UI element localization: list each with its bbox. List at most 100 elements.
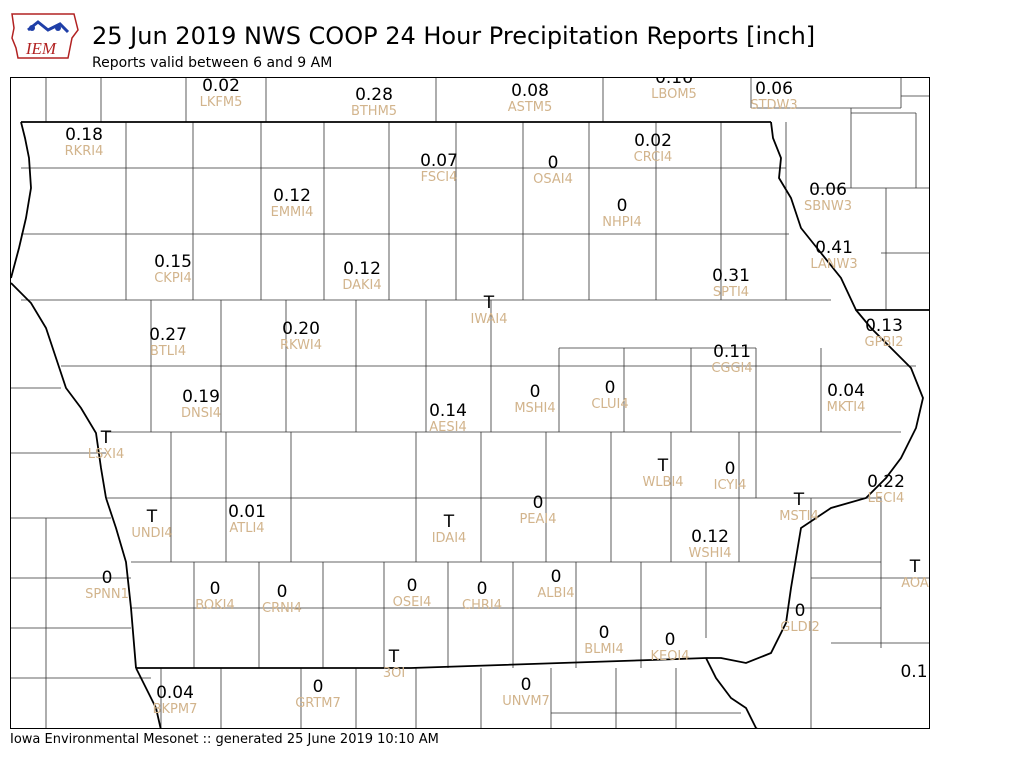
station-LANW3: 0.41 LANW3 bbox=[789, 238, 879, 272]
station-value: 0.1 bbox=[900, 662, 928, 682]
station-value: 0.13 bbox=[865, 316, 903, 336]
station-value: 0.02 bbox=[202, 77, 240, 96]
station-SBNW3: 0.06 SBNW3 bbox=[783, 180, 873, 214]
station-AESI4: 0.14 AESI4 bbox=[403, 403, 493, 435]
station-value: 0 bbox=[724, 459, 736, 479]
station-WLBI4: T WLBI4 bbox=[618, 456, 708, 490]
station-LSXI4: T LSXI4 bbox=[61, 428, 151, 462]
station-MSHI4: 0 MSHI4 bbox=[490, 382, 580, 416]
station-id: MSHI4 bbox=[514, 401, 556, 416]
station-IDAI4: T IDAI4 bbox=[404, 512, 494, 546]
station-value: 0 bbox=[550, 567, 562, 587]
station-value: 0 bbox=[547, 153, 559, 173]
iowa-state-outline-icon: IEM bbox=[11, 13, 79, 59]
station-DAKI4: 0.12 DAKI4 bbox=[317, 261, 407, 293]
station-value: T bbox=[443, 512, 455, 532]
station-value: T bbox=[483, 293, 495, 313]
station-id: 3OI bbox=[382, 666, 406, 681]
station-BTHM5: 0.28 BTHM5 bbox=[329, 85, 419, 119]
station-ICYI4: 0 ICYI4 bbox=[685, 459, 775, 493]
station-value: T bbox=[909, 557, 921, 577]
station-value: 0.07 bbox=[420, 151, 458, 171]
precipitation-map: 0.02 LKFM5 0.28 BTHM5 0.08 ASTM5 0.16 LBOM5 … bbox=[10, 77, 930, 729]
station-value: 0.41 bbox=[815, 238, 853, 258]
station-UNVM7: 0 UNVM7 bbox=[481, 675, 571, 709]
station-id: WLBI4 bbox=[642, 475, 684, 490]
station-value: T bbox=[100, 428, 112, 448]
station-value: 0.12 bbox=[691, 527, 729, 547]
station-value: 0 bbox=[532, 493, 544, 513]
station-EMMI4: 0.12 EMMI4 bbox=[247, 188, 337, 220]
station-FSCI4: 0.07 FSCI4 bbox=[394, 151, 484, 185]
station-value: 0.11 bbox=[713, 342, 751, 362]
station-SPTI4: 0.31 SPTI4 bbox=[686, 266, 776, 300]
station-value: 0.31 bbox=[712, 266, 750, 286]
station-id: WSHI4 bbox=[688, 546, 732, 561]
station-id: RKWI4 bbox=[279, 338, 323, 353]
station-ASTM5: 0.08 ASTM5 bbox=[485, 83, 575, 115]
station-value: 0.06 bbox=[809, 180, 847, 200]
station-id: STDW3 bbox=[750, 98, 798, 113]
station-id: CRNI4 bbox=[262, 601, 302, 616]
station-id: CLUI4 bbox=[591, 397, 629, 412]
station-id: AESI4 bbox=[429, 420, 467, 435]
station-UNDI4: T UNDI4 bbox=[107, 507, 197, 541]
station-PEAI4: 0 PEAI4 bbox=[493, 493, 583, 527]
station-BKPM7: 0.04 BKPM7 bbox=[130, 683, 220, 717]
station-id: NHPI4 bbox=[602, 215, 642, 230]
station-value: 0 bbox=[598, 623, 610, 643]
station-LBOM5: 0.16 LBOM5 bbox=[629, 78, 719, 102]
station-value: 0 bbox=[794, 601, 806, 621]
station-CLUI4: 0 CLUI4 bbox=[565, 380, 655, 412]
station-id: AOA bbox=[901, 576, 929, 591]
station-value: T bbox=[146, 507, 158, 527]
station-value: 0 bbox=[664, 630, 676, 650]
station-value: 0.27 bbox=[149, 325, 187, 345]
station-value: T bbox=[657, 456, 669, 476]
station-id: ASTM5 bbox=[507, 100, 553, 115]
station-id: BKPM7 bbox=[152, 702, 198, 717]
station-id: SBNW3 bbox=[803, 199, 853, 214]
station-value: 0 bbox=[520, 675, 532, 695]
page-title: 25 Jun 2019 NWS COOP 24 Hour Precipitati… bbox=[92, 22, 816, 50]
station-id: CRCI4 bbox=[633, 150, 673, 165]
station-id: CGGI4 bbox=[711, 361, 753, 376]
station-id: KEOI4 bbox=[650, 649, 690, 664]
station-value: 0.04 bbox=[156, 683, 194, 703]
station-value: 0.01 bbox=[228, 502, 266, 522]
station-id: LBOM5 bbox=[651, 87, 697, 102]
station-CRCI4: 0.02 CRCI4 bbox=[608, 133, 698, 165]
logo-text: IEM bbox=[25, 39, 57, 58]
station-SPNN1: 0 SPNN1 bbox=[62, 570, 152, 602]
station-id: LECI4 bbox=[867, 491, 905, 506]
station-MSTI4: T MSTI4 bbox=[754, 492, 844, 524]
station-CGGI4: 0.11 CGGI4 bbox=[687, 342, 777, 376]
station-id: IDAI4 bbox=[431, 531, 467, 546]
station-id: RKRI4 bbox=[64, 144, 104, 159]
station-value: 0 bbox=[529, 382, 541, 402]
station-value: 0.28 bbox=[355, 85, 393, 105]
station-value: 0.18 bbox=[65, 125, 103, 145]
station-ATLI4: 0.01 ATLI4 bbox=[202, 502, 292, 536]
station-id: ATLI4 bbox=[229, 521, 265, 536]
station-id: SPNN1 bbox=[85, 587, 129, 602]
station-value: 0 bbox=[276, 582, 288, 602]
station-id: CKPI4 bbox=[154, 271, 192, 286]
page-subtitle: Reports valid between 6 and 9 AM bbox=[92, 55, 333, 71]
station-AOA: T AOA bbox=[870, 557, 929, 591]
station-ALBI4: 0 ALBI4 bbox=[511, 567, 601, 601]
station-id: BTHM5 bbox=[350, 104, 398, 119]
station-value: 0.06 bbox=[755, 79, 793, 99]
station-id: DNSI4 bbox=[180, 406, 222, 421]
station-STDW3: 0.06 STDW3 bbox=[729, 79, 819, 113]
station-value: 0 bbox=[312, 677, 324, 697]
station-LECI4: 0.22 LECI4 bbox=[841, 474, 929, 506]
station-RKRI4: 0.18 RKRI4 bbox=[39, 125, 129, 159]
station-NHPI4: 0 NHPI4 bbox=[577, 198, 667, 230]
station-id: GLDI2 bbox=[780, 620, 820, 635]
station-value: 0 bbox=[406, 576, 418, 596]
station-CHRI4: 0 CHRI4 bbox=[437, 581, 527, 613]
station-OSEI4: 0 OSEI4 bbox=[367, 576, 457, 610]
station-WSHI4: 0.12 WSHI4 bbox=[665, 527, 755, 561]
station-id: IWAI4 bbox=[470, 312, 508, 327]
